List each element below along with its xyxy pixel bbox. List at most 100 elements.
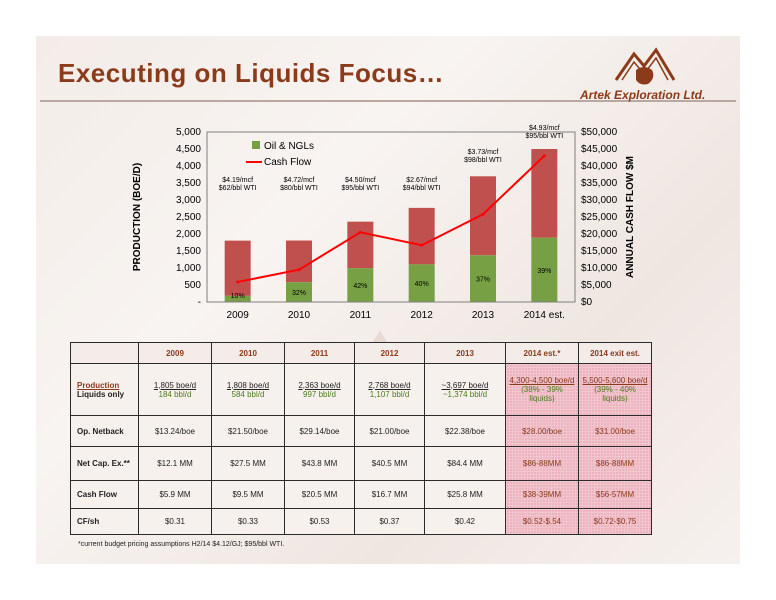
table-cell: $0.52-$.54 — [505, 508, 579, 535]
y-tick-label: 3,000 — [176, 195, 201, 206]
table-row: Op. Netback $13.24/boe $21.50/boe $29.14… — [70, 415, 652, 447]
table-cell: $27.5 MM — [211, 446, 285, 481]
table-cell: $20.5 MM — [284, 480, 355, 509]
table-cell: $84.4 MM — [424, 446, 506, 481]
legend-swatch-oil-ngl — [252, 141, 260, 149]
legend-label-oil-ngl: Oil & NGLs — [264, 141, 314, 152]
table-cell: $16.7 MM — [354, 480, 425, 509]
table-cell: $43.8 MM — [284, 446, 355, 481]
table-cell: $28.00/boe — [505, 415, 579, 447]
table-cell: $31.00/boe — [578, 415, 652, 447]
table-cell: $21.50/boe — [211, 415, 285, 447]
y-tick-label: 3,500 — [176, 178, 201, 189]
table-cell: $22.38/boe — [424, 415, 506, 447]
table-header-cell: 2011 — [284, 342, 355, 364]
cash-flow-point — [358, 230, 362, 234]
table-cell: $25.8 MM — [424, 480, 506, 509]
production-label: Production — [77, 380, 120, 390]
y2-tick-label: $25,000 — [581, 212, 618, 223]
cash-flow-line — [237, 155, 546, 283]
table-cell: 4,300-4,500 boe/d (38% - 39% liquids) — [505, 363, 579, 416]
price-annotation: $95/bbl WTI — [341, 185, 379, 192]
cash-flow-point — [420, 243, 424, 247]
liquids-value: (38% - 39% liquids) — [521, 385, 563, 403]
bar-total — [286, 240, 312, 283]
cash-flow-point — [542, 154, 546, 158]
price-annotation: $3.73/mcf — [468, 149, 499, 156]
y-tick-label: 5,000 — [176, 127, 201, 138]
liquids-value: (39% - 40% liquids) — [594, 385, 636, 403]
table-header-cell: 2013 — [424, 342, 506, 364]
production-value: 4,300-4,500 boe/d — [509, 376, 575, 385]
table-header-cell: 2014 est.* — [505, 342, 579, 364]
table-row: CF/sh $0.31 $0.33 $0.53 $0.37 $0.42 $0.5… — [70, 508, 652, 535]
table-cell: $38-39MM — [505, 480, 579, 509]
table-cell: $21.00/boe — [354, 415, 425, 447]
price-annotation: $4.93/mcf — [529, 125, 560, 132]
row-label: CF/sh — [70, 508, 139, 535]
liquids-value: ~1,374 bbl/d — [442, 389, 488, 399]
y2-tick-label: $15,000 — [581, 246, 618, 257]
liquids-value: 184 bbl/d — [158, 389, 192, 399]
y2-tick-label: $50,000 — [581, 127, 618, 138]
table-header-cell: 2014 exit est. — [578, 342, 652, 364]
table-row-production: Production Liquids only 1,805 boe/d 184 bb… — [70, 363, 652, 416]
cash-flow-point — [297, 268, 301, 272]
table-cell: 2,363 boe/d 997 bbl/d — [284, 363, 355, 416]
bar-oil-ngl — [408, 264, 435, 302]
liquids-value: 584 bbl/d — [231, 389, 265, 399]
cash-flow-point — [481, 212, 485, 216]
production-chart: 5,000 4,500 4,000 3,500 3,000 2,500 2,000 1,500… — [132, 125, 636, 321]
y-tick-label: 500 — [184, 280, 201, 291]
table-header-cell: 2012 — [354, 342, 425, 364]
table-cell: $86-88MM — [578, 446, 652, 481]
production-value: 2,768 boe/d — [368, 380, 411, 390]
price-annotation: $2.67/mcf — [406, 177, 437, 184]
price-annotation: $98/bbl WTI — [464, 157, 502, 164]
price-annotation: $94/bbl WTI — [403, 185, 441, 192]
y2-axis-label: ANNUAL CASH FLOW $M — [625, 156, 636, 278]
bar-total — [408, 207, 435, 265]
y-tick-label: 2,000 — [176, 229, 201, 240]
table-cell: 2,768 boe/d 1,107 bbl/d — [354, 363, 425, 416]
table-cell: $0.37 — [354, 508, 425, 535]
bar-oil-ngl — [347, 268, 374, 302]
production-value: 1,808 boe/d — [226, 380, 270, 390]
table-cell: $86-88MM — [505, 446, 579, 481]
x-tick-label: 2013 — [472, 310, 495, 321]
table-cell: 1,808 boe/d 584 bbl/d — [211, 363, 285, 416]
table-cell: $9.5 MM — [211, 480, 285, 509]
production-value: 5,500-5,600 boe/d — [582, 376, 648, 385]
cash-flow-point — [236, 280, 240, 284]
bar-total — [347, 221, 374, 269]
table-cell: $5.9 MM — [138, 480, 212, 509]
table-cell: 5,500-5,600 boe/d (39% - 40% liquids) — [578, 363, 652, 416]
bar-total — [224, 240, 251, 296]
pct-label: 42% — [353, 283, 367, 290]
table-row: Net Cap. Ex.** $12.1 MM $27.5 MM $43.8 M… — [70, 446, 652, 481]
row-label: Net Cap. Ex.** — [70, 446, 139, 481]
bar-total — [470, 176, 496, 256]
table-header-row: 2009 2010 2011 2012 2013 2014 est.* 2014… — [70, 342, 652, 364]
price-annotation: $4.19/mcf — [222, 177, 253, 184]
liquids-value: 997 bbl/d — [303, 389, 336, 399]
production-value: 1,805 boe/d — [153, 380, 197, 390]
x-tick-label: 2012 — [411, 310, 434, 321]
table-cell: $56-57MM — [578, 480, 652, 509]
bar-oil-ngl — [531, 237, 558, 302]
table-row: Cash Flow $5.9 MM $9.5 MM $20.5 MM $16.7… — [70, 480, 652, 509]
liquids-value: 1,107 bbl/d — [369, 389, 410, 399]
price-annotation: $95/bbl WTI — [525, 133, 563, 140]
y2-tick-label: $40,000 — [581, 161, 618, 172]
y2-tick-label: $0 — [581, 297, 593, 308]
table-cell: 1,805 boe/d 184 bbl/d — [138, 363, 212, 416]
y-tick-label: 1,500 — [176, 246, 201, 257]
table-cell: $0.33 — [211, 508, 285, 535]
x-tick-label: 2010 — [288, 310, 311, 321]
y2-tick-label: $10,000 — [581, 263, 618, 274]
production-value: 2,363 boe/d — [298, 380, 341, 390]
table-cell: ~3,697 boe/d ~1,374 bbl/d — [424, 363, 506, 416]
y-tick-label: - — [198, 297, 201, 308]
company-logo — [614, 47, 676, 85]
table-cell: $13.24/boe — [138, 415, 212, 447]
